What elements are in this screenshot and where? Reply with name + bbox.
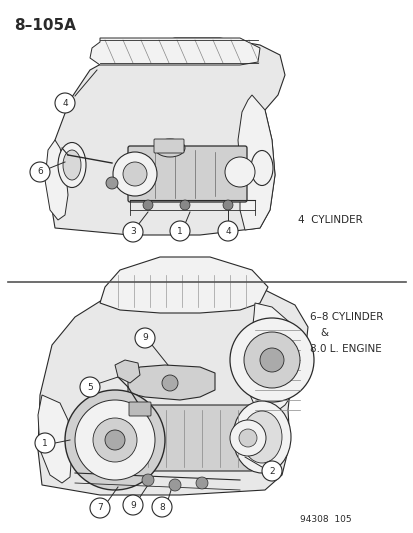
Ellipse shape	[154, 139, 185, 157]
Text: &: &	[319, 328, 328, 338]
Circle shape	[123, 495, 142, 515]
Circle shape	[80, 377, 100, 397]
Text: 3: 3	[130, 228, 135, 237]
Circle shape	[152, 497, 171, 517]
Circle shape	[224, 157, 254, 187]
Circle shape	[142, 474, 154, 486]
FancyBboxPatch shape	[111, 405, 252, 471]
Text: 4  CYLINDER: 4 CYLINDER	[297, 215, 362, 225]
Circle shape	[35, 433, 55, 453]
Circle shape	[123, 162, 147, 186]
Circle shape	[230, 420, 266, 456]
Circle shape	[161, 375, 178, 391]
Polygon shape	[48, 38, 284, 235]
Circle shape	[93, 418, 137, 462]
Circle shape	[218, 221, 237, 241]
Text: 4: 4	[62, 99, 68, 108]
Circle shape	[261, 461, 281, 481]
Circle shape	[65, 390, 165, 490]
FancyBboxPatch shape	[154, 139, 183, 153]
Circle shape	[75, 400, 154, 480]
Circle shape	[259, 348, 283, 372]
Circle shape	[223, 200, 233, 210]
Polygon shape	[45, 140, 68, 220]
Text: 5: 5	[87, 383, 93, 392]
Polygon shape	[100, 257, 267, 313]
Ellipse shape	[250, 150, 272, 185]
Ellipse shape	[58, 142, 86, 188]
Circle shape	[30, 162, 50, 182]
Circle shape	[55, 93, 75, 113]
Text: 8: 8	[159, 503, 164, 512]
Text: 8–105A: 8–105A	[14, 18, 76, 33]
Circle shape	[180, 200, 190, 210]
Polygon shape	[247, 303, 304, 415]
Text: 6: 6	[37, 167, 43, 176]
Circle shape	[243, 332, 299, 388]
Polygon shape	[128, 365, 214, 400]
FancyBboxPatch shape	[129, 402, 151, 416]
Circle shape	[123, 222, 142, 242]
Text: 8.0 L. ENGINE: 8.0 L. ENGINE	[309, 344, 381, 354]
Circle shape	[142, 200, 153, 210]
Ellipse shape	[63, 150, 81, 180]
Circle shape	[169, 479, 180, 491]
Text: 9: 9	[142, 334, 147, 343]
Text: 9: 9	[130, 500, 135, 510]
Ellipse shape	[233, 401, 290, 473]
Text: 6–8 CYLINDER: 6–8 CYLINDER	[309, 312, 382, 322]
Circle shape	[230, 318, 313, 402]
Polygon shape	[237, 95, 274, 230]
Text: 2: 2	[268, 466, 274, 475]
Polygon shape	[38, 283, 307, 495]
Circle shape	[105, 430, 125, 450]
Text: 7: 7	[97, 504, 102, 513]
Text: 1: 1	[177, 227, 183, 236]
Text: 1: 1	[42, 439, 48, 448]
Circle shape	[113, 152, 157, 196]
FancyBboxPatch shape	[128, 146, 247, 202]
Circle shape	[238, 429, 256, 447]
Text: 94308  105: 94308 105	[299, 515, 351, 524]
Ellipse shape	[242, 411, 281, 463]
Polygon shape	[90, 38, 259, 65]
Polygon shape	[115, 360, 140, 383]
Text: 4: 4	[225, 227, 230, 236]
Circle shape	[90, 498, 110, 518]
Polygon shape	[38, 395, 72, 483]
Circle shape	[170, 221, 190, 241]
Circle shape	[135, 328, 154, 348]
Circle shape	[106, 177, 118, 189]
Circle shape	[195, 477, 207, 489]
